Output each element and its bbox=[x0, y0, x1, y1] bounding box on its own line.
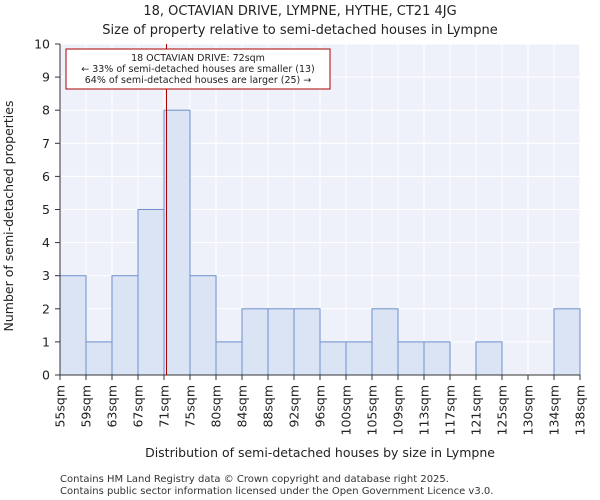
bar-109sqm bbox=[397, 341, 425, 376]
x-axis-label: Distribution of semi-detached houses by … bbox=[145, 445, 495, 460]
y-tick-label: 1 bbox=[42, 334, 50, 349]
y-tick-label: 10 bbox=[34, 37, 50, 52]
footer-line-1: Contains HM Land Registry data © Crown c… bbox=[60, 474, 449, 485]
x-tick-label: 80sqm bbox=[209, 385, 224, 428]
y-tick-label: 5 bbox=[42, 202, 50, 217]
bar-100sqm bbox=[345, 341, 373, 376]
x-tick-label: 88sqm bbox=[261, 385, 276, 428]
x-tick-label: 130sqm bbox=[521, 385, 536, 435]
bar-55sqm bbox=[59, 275, 87, 376]
y-tick-label: 7 bbox=[42, 136, 50, 151]
x-tick-label: 92sqm bbox=[287, 385, 302, 428]
x-tick-label: 134sqm bbox=[547, 385, 562, 435]
y-tick-label: 2 bbox=[42, 301, 50, 316]
bar-59sqm bbox=[85, 341, 113, 376]
bar-134sqm bbox=[553, 308, 581, 376]
annotation-line-1: 18 OCTAVIAN DRIVE: 72sqm bbox=[131, 53, 265, 64]
y-tick-label: 8 bbox=[42, 103, 50, 118]
annotation-line-2: ← 33% of semi-detached houses are smalle… bbox=[81, 64, 315, 75]
x-tick-label: 117sqm bbox=[443, 385, 458, 435]
x-tick-label: 100sqm bbox=[339, 385, 354, 435]
x-tick-labels: 55sqm 59sqm 63sqm 67sqm 71sqm 75sqm 80sqm 84sqm… bbox=[53, 385, 588, 435]
chart-title: 18, OCTAVIAN DRIVE, LYMPNE, HYTHE, CT21 … bbox=[143, 4, 456, 19]
x-tick-label: 63sqm bbox=[105, 385, 120, 428]
x-tick-label: 125sqm bbox=[495, 385, 510, 435]
x-tick-label: 105sqm bbox=[365, 385, 380, 435]
bar-84sqm bbox=[241, 308, 269, 376]
y-tick-label: 4 bbox=[42, 235, 50, 250]
x-tick-label: 84sqm bbox=[235, 385, 250, 428]
y-axis-label: Number of semi-detached properties bbox=[1, 101, 16, 332]
bar-121sqm bbox=[475, 341, 503, 376]
bar-75sqm bbox=[189, 275, 217, 376]
bar-71sqm bbox=[163, 109, 191, 376]
bars bbox=[59, 109, 581, 376]
x-tick-label: 67sqm bbox=[131, 385, 146, 428]
bar-113sqm bbox=[423, 341, 451, 376]
bar-92sqm bbox=[293, 308, 321, 376]
y-tick-label: 0 bbox=[42, 368, 50, 383]
bar-63sqm bbox=[111, 275, 139, 376]
x-tick-label: 109sqm bbox=[391, 385, 406, 435]
footer-line-2: Contains public sector information licen… bbox=[60, 486, 493, 497]
x-tick-label: 71sqm bbox=[157, 385, 172, 428]
annotation-box bbox=[65, 48, 331, 90]
y-tick-label: 9 bbox=[42, 70, 50, 85]
axes bbox=[55, 43, 581, 380]
y-tick-labels: 0 1 2 3 4 5 6 7 8 9 10 bbox=[34, 37, 50, 383]
bar-88sqm bbox=[267, 308, 295, 376]
y-tick-label: 6 bbox=[42, 169, 50, 184]
x-tick-label: 75sqm bbox=[183, 385, 198, 428]
x-tick-label: 96sqm bbox=[313, 385, 328, 428]
x-tick-label: 59sqm bbox=[79, 385, 94, 428]
bar-96sqm bbox=[319, 341, 347, 376]
bar-67sqm bbox=[137, 209, 165, 376]
chart-subtitle: Size of property relative to semi-detach… bbox=[102, 23, 497, 38]
x-tick-label: 121sqm bbox=[469, 385, 484, 435]
y-tick-label: 3 bbox=[42, 268, 50, 283]
bar-105sqm bbox=[371, 308, 399, 376]
x-tick-label: 138sqm bbox=[573, 385, 588, 435]
annotation-line-3: 64% of semi-detached houses are larger (… bbox=[85, 75, 312, 86]
bar-80sqm bbox=[215, 341, 243, 376]
x-tick-label: 55sqm bbox=[53, 385, 68, 428]
x-tick-label: 113sqm bbox=[417, 385, 432, 435]
